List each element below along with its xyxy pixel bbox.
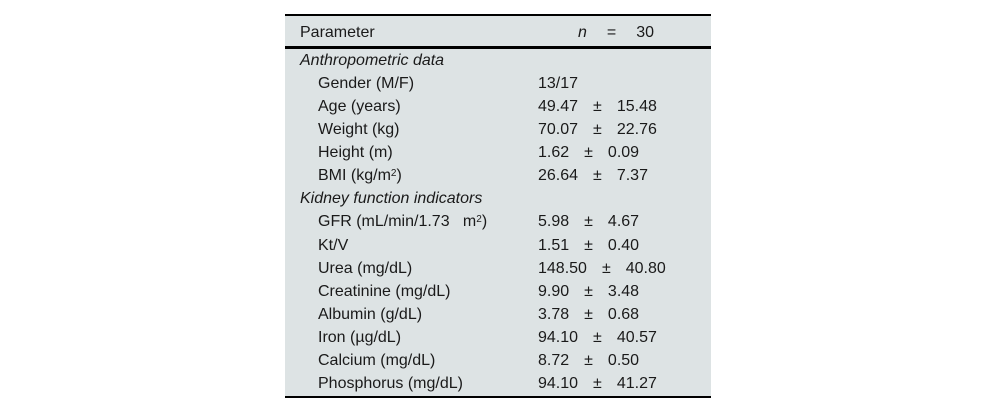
sd-value: 22.76: [616, 120, 657, 138]
mean-value: 26.64: [538, 167, 579, 185]
row-values: 13/17: [538, 74, 579, 92]
row-values: 1.62 ± 0.09: [538, 145, 639, 161]
row-values: 26.64 ± 7.37: [538, 168, 648, 184]
plus-minus-sign: ±: [593, 375, 602, 393]
row-values: 1.51 ± 0.40: [538, 236, 640, 254]
row-label: Iron (µg/dL): [318, 329, 402, 347]
header-n-value: 30: [636, 23, 655, 41]
row-label: Phosphorus (mg/dL): [318, 375, 463, 393]
table-row: Anthropometric data: [285, 49, 711, 72]
table-bottom-rule: [285, 395, 711, 398]
table-top-rule: [285, 14, 711, 16]
table-row: Iron (µg/dL) 94.10 ± 40.57: [285, 327, 711, 350]
row-values: 148.50 ± 40.80: [538, 259, 666, 277]
header-equals-sign: =: [606, 23, 617, 41]
row-values: 8.72 ± 0.50: [538, 353, 639, 369]
mean-value: 148.50: [538, 259, 587, 277]
row-label: Kidney function indicators: [300, 190, 483, 208]
table-header-row: Parameter n = 30: [285, 16, 711, 46]
plus-minus-sign: ±: [584, 236, 593, 254]
plus-minus-sign: ±: [584, 144, 593, 162]
table-row: Creatinine (mg/dL) 9.90 ± 3.48: [285, 280, 711, 303]
row-label: Anthropometric data: [300, 51, 445, 69]
row-values: 94.10 ± 41.27: [538, 376, 657, 392]
row-label: Urea (mg/dL): [318, 259, 413, 277]
plus-minus-sign: ±: [593, 329, 602, 347]
sd-value: 3.48: [607, 282, 640, 300]
sd-value: 40.57: [616, 329, 657, 347]
mean-value: 94.10: [538, 375, 579, 393]
plus-minus-sign: ±: [601, 259, 611, 277]
plus-minus-sign: ±: [584, 305, 593, 323]
table-row: Height (m) 1.62 ± 0.09: [285, 142, 711, 165]
table-row: Calcium (mg/dL) 8.72 ± 0.50: [285, 350, 711, 373]
row-values: 49.47 ± 15.48: [538, 97, 657, 115]
row-values: 94.10 ± 40.57: [538, 330, 657, 346]
sd-value: 7.37: [616, 167, 648, 185]
table-row: Weight (kg) 70.07 ± 22.76: [285, 118, 711, 141]
row-values: 3.78 ± 0.68: [538, 305, 640, 323]
plus-minus-sign: ±: [584, 213, 593, 231]
table-row: BMI (kg/m2) 26.64 ± 7.37: [285, 165, 711, 188]
plus-minus-sign: ±: [593, 120, 602, 138]
sd-value: 0.09: [607, 144, 640, 162]
sd-value: 4.67: [607, 213, 640, 231]
row-label: Weight (kg): [318, 120, 400, 138]
table-row: Age (years) 49.47 ± 15.48: [285, 95, 711, 118]
header-n-symbol: n: [578, 23, 587, 41]
mean-value: 13/17: [538, 74, 579, 92]
mean-value: 1.51: [538, 236, 570, 254]
header-parameter-label: Parameter: [300, 23, 375, 41]
sd-value: 0.50: [607, 352, 640, 370]
row-label: BMI (kg/m2): [318, 167, 402, 185]
table-row: GFR (mL/min/1.73 m2) 5.98 ± 4.67: [285, 211, 711, 234]
row-values: 9.90 ± 3.48: [538, 282, 640, 300]
sd-value: 40.80: [625, 259, 666, 277]
plus-minus-sign: ±: [584, 282, 593, 300]
mean-value: 49.47: [538, 97, 579, 115]
mean-value: 1.62: [538, 144, 570, 162]
plus-minus-sign: ±: [593, 167, 602, 185]
row-values: 70.07 ± 22.76: [538, 120, 657, 138]
row-label: Gender (M/F): [318, 74, 415, 92]
row-label: Calcium (mg/dL): [318, 352, 436, 370]
table-header-rule: [285, 46, 711, 49]
plus-minus-sign: ±: [584, 352, 593, 370]
sd-value: 0.40: [607, 236, 640, 254]
mean-value: 3.78: [538, 305, 570, 323]
mean-value: 9.90: [538, 282, 570, 300]
table-body: Anthropometric data Gender (M/F) 13/17 A…: [285, 49, 711, 396]
sd-value: 0.68: [607, 305, 640, 323]
table-row: Urea (mg/dL) 148.50 ± 40.80: [285, 257, 711, 280]
header-n-group: n = 30: [578, 19, 654, 46]
table-row: Phosphorus (mg/dL) 94.10 ± 41.27: [285, 373, 711, 396]
row-values: 5.98 ± 4.67: [538, 214, 639, 230]
row-label: Creatinine (mg/dL): [318, 282, 451, 300]
row-label: Height (m): [318, 144, 393, 162]
mean-value: 70.07: [538, 120, 579, 138]
plus-minus-sign: ±: [593, 97, 602, 115]
sd-value: 41.27: [616, 375, 657, 393]
mean-value: 8.72: [538, 352, 570, 370]
parameter-table: Parameter n = 30 Anthropometric data Gen…: [285, 14, 711, 398]
row-label: Age (years): [318, 97, 401, 115]
table-row: Kidney function indicators: [285, 188, 711, 211]
table-row: Kt/V 1.51 ± 0.40: [285, 234, 711, 257]
table-row: Gender (M/F) 13/17: [285, 72, 711, 95]
row-label: GFR (mL/min/1.73 m2): [318, 213, 488, 231]
row-label: Kt/V: [318, 236, 349, 254]
mean-value: 94.10: [538, 329, 579, 347]
sd-value: 15.48: [616, 97, 657, 115]
mean-value: 5.98: [538, 213, 570, 231]
table-row: Albumin (g/dL) 3.78 ± 0.68: [285, 303, 711, 326]
row-label: Albumin (g/dL): [318, 305, 423, 323]
